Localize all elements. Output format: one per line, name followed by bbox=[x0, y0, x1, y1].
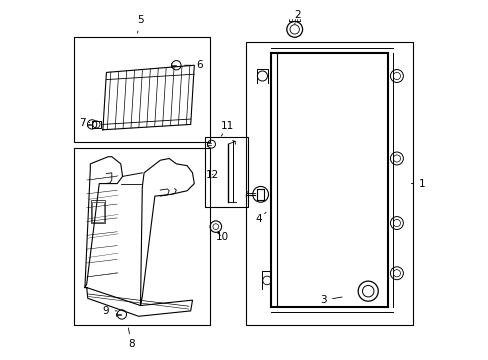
Text: 12: 12 bbox=[206, 170, 219, 180]
Bar bbox=[74, 37, 210, 142]
Bar bbox=[91, 200, 105, 223]
Text: 3: 3 bbox=[320, 295, 342, 305]
Bar bbox=[204, 137, 247, 207]
Text: 7: 7 bbox=[80, 118, 89, 128]
Bar bbox=[92, 202, 104, 222]
Bar bbox=[246, 42, 412, 325]
Text: 6: 6 bbox=[184, 60, 203, 70]
Text: 2: 2 bbox=[294, 10, 301, 24]
Text: 1: 1 bbox=[410, 179, 424, 189]
Text: 8: 8 bbox=[128, 328, 134, 349]
Text: 4: 4 bbox=[255, 212, 265, 224]
Text: 11: 11 bbox=[221, 121, 234, 136]
Bar bbox=[74, 148, 210, 325]
Text: 10: 10 bbox=[215, 232, 228, 242]
Text: 9: 9 bbox=[102, 306, 117, 316]
Bar bbox=[276, 53, 387, 307]
Text: 5: 5 bbox=[137, 15, 143, 33]
